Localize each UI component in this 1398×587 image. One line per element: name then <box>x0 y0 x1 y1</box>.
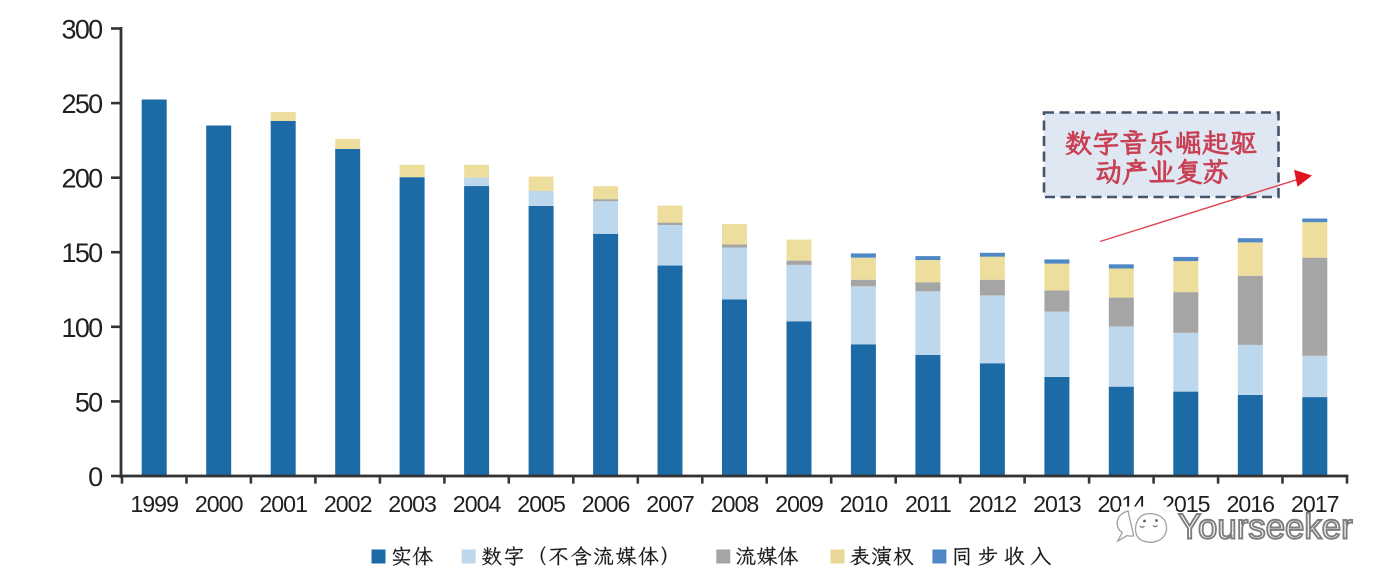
svg-text:50: 50 <box>75 387 102 417</box>
svg-text:Yourseeker: Yourseeker <box>1178 508 1353 547</box>
svg-text:2012: 2012 <box>969 491 1017 517</box>
svg-text:2017: 2017 <box>1291 491 1339 517</box>
svg-text:2010: 2010 <box>840 491 888 517</box>
svg-text:100: 100 <box>62 313 103 343</box>
svg-text:2002: 2002 <box>324 491 372 517</box>
svg-text:2004: 2004 <box>453 491 502 517</box>
svg-text:250: 250 <box>62 89 103 119</box>
svg-text:2008: 2008 <box>711 491 759 517</box>
svg-text:2006: 2006 <box>582 491 630 517</box>
svg-text:2016: 2016 <box>1227 491 1275 517</box>
svg-text:300: 300 <box>62 15 103 45</box>
svg-text:2009: 2009 <box>775 491 823 517</box>
svg-text:2005: 2005 <box>517 491 565 517</box>
svg-text:150: 150 <box>62 238 103 268</box>
svg-text:2000: 2000 <box>195 491 243 517</box>
svg-text:2001: 2001 <box>259 491 307 517</box>
svg-text:200: 200 <box>62 164 103 194</box>
svg-text:2007: 2007 <box>646 491 694 517</box>
svg-text:1999: 1999 <box>130 491 178 517</box>
svg-text:2003: 2003 <box>388 491 436 517</box>
svg-text:2011: 2011 <box>905 491 951 517</box>
svg-text:2013: 2013 <box>1033 491 1081 517</box>
svg-text:0: 0 <box>88 462 102 492</box>
